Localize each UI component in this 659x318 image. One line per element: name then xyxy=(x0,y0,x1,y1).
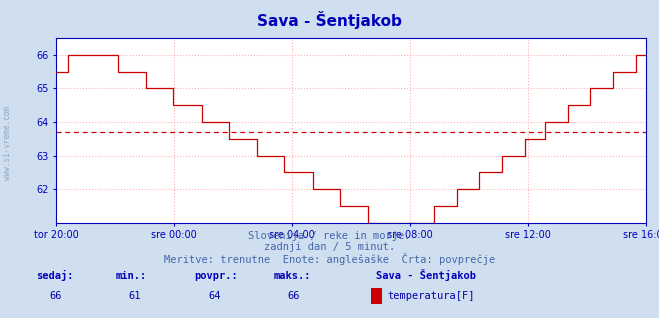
Text: temperatura[F]: temperatura[F] xyxy=(387,291,475,301)
Text: 66: 66 xyxy=(287,291,299,301)
Text: 64: 64 xyxy=(208,291,220,301)
Text: povpr.:: povpr.: xyxy=(194,272,238,281)
Text: maks.:: maks.: xyxy=(273,272,311,281)
Text: Sava - Šentjakob: Sava - Šentjakob xyxy=(376,269,476,281)
Text: 66: 66 xyxy=(50,291,62,301)
Text: min.:: min.: xyxy=(115,272,146,281)
Text: 61: 61 xyxy=(129,291,141,301)
Text: zadnji dan / 5 minut.: zadnji dan / 5 minut. xyxy=(264,242,395,252)
Text: Slovenija / reke in morje.: Slovenija / reke in morje. xyxy=(248,231,411,240)
Text: sedaj:: sedaj: xyxy=(36,270,74,281)
Text: www.si-vreme.com: www.si-vreme.com xyxy=(3,106,13,180)
Text: Sava - Šentjakob: Sava - Šentjakob xyxy=(257,11,402,29)
Text: Meritve: trenutne  Enote: anglešaške  Črta: povprečje: Meritve: trenutne Enote: anglešaške Črta… xyxy=(164,253,495,265)
